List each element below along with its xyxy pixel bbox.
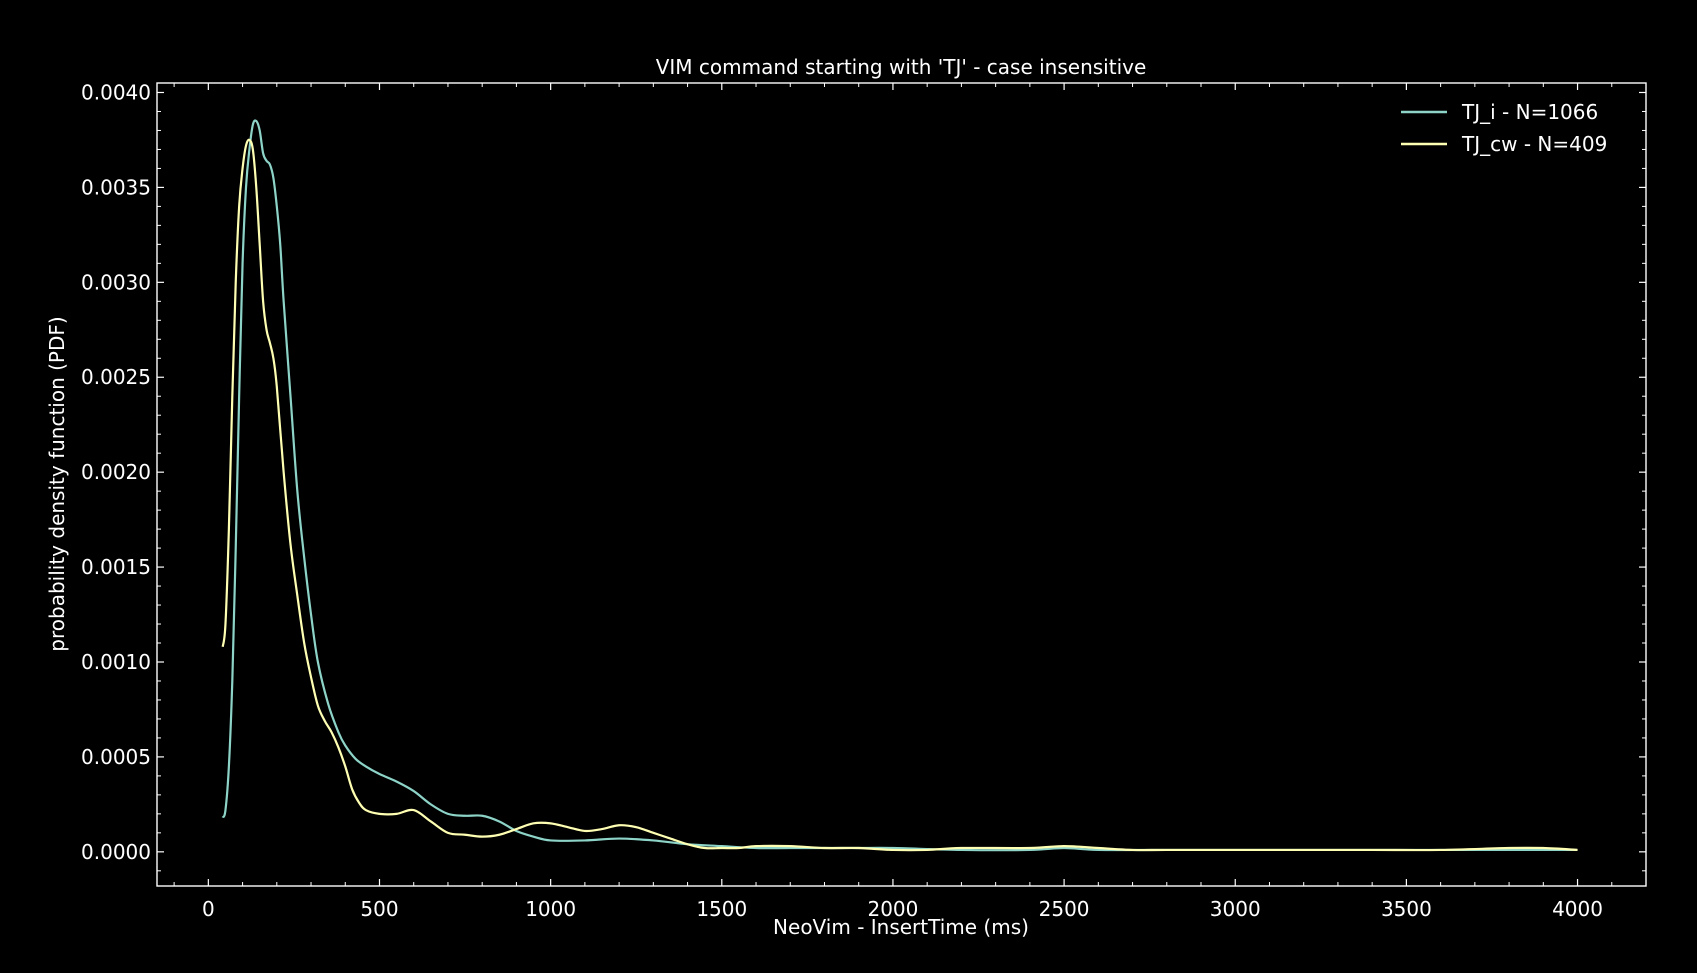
y-tick-label: 0.0000 <box>81 840 151 864</box>
x-tick-label: 3500 <box>1381 897 1432 921</box>
y-tick-label: 0.0025 <box>81 365 151 389</box>
legend-label-0: TJ_i - N=1066 <box>1461 100 1598 124</box>
x-tick-label: 0 <box>202 897 215 921</box>
plot-frame <box>156 82 1647 887</box>
y-tick-label: 0.0020 <box>81 460 151 484</box>
y-tick-label: 0.0010 <box>81 650 151 674</box>
chart-title: VIM command starting with 'TJ' - case in… <box>656 55 1147 79</box>
x-tick-label: 1000 <box>525 897 576 921</box>
y-tick-label: 0.0005 <box>81 745 151 769</box>
x-tick-label: 4000 <box>1552 897 1603 921</box>
y-tick-label: 0.0015 <box>81 555 151 579</box>
x-tick-label: 500 <box>360 897 398 921</box>
x-axis-label: NeoVim - InsertTime (ms) <box>773 915 1029 939</box>
legend-label-1: TJ_cw - N=409 <box>1461 132 1607 156</box>
axis-ticks: 0 500 1000 1500 2000 2500 3000 3500 4000 0.0000 0.… <box>81 80 1647 921</box>
x-tick-label: 3000 <box>1210 897 1261 921</box>
y-tick-label: 0.0030 <box>81 270 151 294</box>
x-tick-label: 2000 <box>867 897 918 921</box>
y-tick-label: 0.0040 <box>81 80 151 104</box>
series-line-0 <box>221 119 1578 852</box>
legend: TJ_i - N=1066 TJ_cw - N=409 <box>1401 100 1607 156</box>
y-tick-label: 0.0035 <box>81 175 151 199</box>
series-line-1 <box>221 138 1578 852</box>
y-axis-label: probability density function (PDF) <box>45 316 69 651</box>
plot-series <box>221 119 1578 852</box>
x-tick-label: 2500 <box>1039 897 1090 921</box>
x-tick-label: 1500 <box>696 897 747 921</box>
